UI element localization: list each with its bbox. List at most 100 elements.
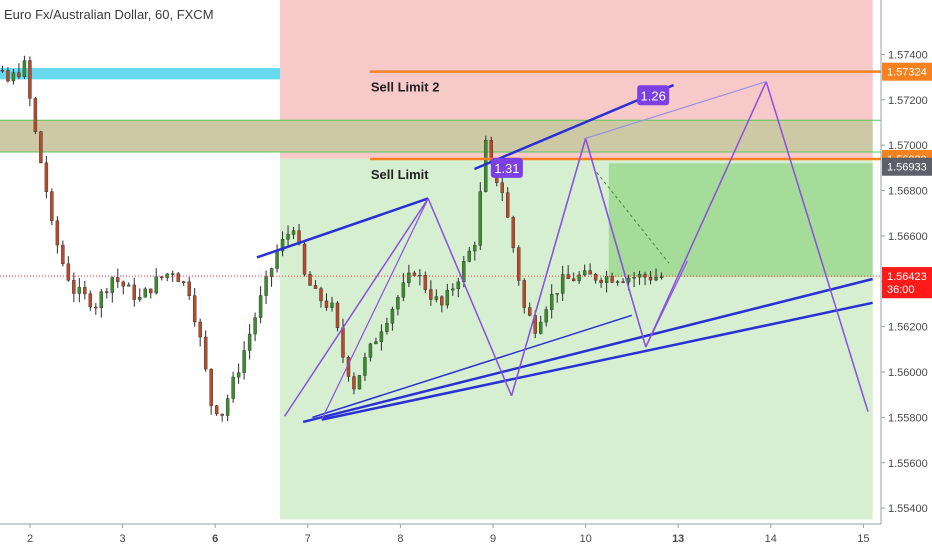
candle-body bbox=[77, 287, 82, 294]
candle-body bbox=[571, 278, 576, 282]
candle-body bbox=[242, 350, 246, 373]
candle-body bbox=[549, 293, 554, 310]
ratio-badge-2 bbox=[490, 157, 523, 178]
candle-body bbox=[83, 287, 87, 294]
candle-body bbox=[385, 323, 389, 332]
candle-body bbox=[407, 272, 411, 284]
channel-upper-left bbox=[256, 197, 429, 259]
candle-body bbox=[313, 285, 318, 289]
candle-body bbox=[6, 70, 10, 82]
candle-body bbox=[434, 296, 439, 300]
candle-body bbox=[99, 291, 104, 309]
candle-body bbox=[225, 398, 230, 416]
pattern-leg-6 bbox=[765, 81, 869, 412]
candle-body bbox=[55, 220, 60, 246]
candle-body bbox=[621, 281, 625, 283]
candle-body bbox=[374, 341, 378, 345]
price-tag-5 bbox=[882, 280, 932, 299]
candle-body bbox=[181, 281, 186, 283]
candle-body bbox=[187, 281, 191, 296]
pattern-leg-2 bbox=[427, 198, 513, 397]
time-axis[interactable]: 2 3 6 7 8 9 10 13 14 15 bbox=[0, 523, 932, 550]
candle-body bbox=[258, 295, 263, 318]
candle-body bbox=[280, 239, 285, 252]
candle-body bbox=[192, 295, 197, 323]
time-tick-label: 6 bbox=[212, 533, 218, 545]
price-tick-label: 1.56000 bbox=[888, 367, 928, 379]
candle-body bbox=[390, 308, 395, 324]
zone-dark-green bbox=[608, 163, 873, 277]
price-tick-label: 1.55800 bbox=[888, 412, 928, 424]
candle-body bbox=[160, 276, 164, 278]
ratio-label-1: 1.26 bbox=[641, 88, 666, 103]
candle-body bbox=[170, 273, 175, 275]
candle-body bbox=[61, 244, 65, 265]
pattern-inner-4 bbox=[645, 260, 689, 348]
price-tag-3 bbox=[882, 157, 932, 176]
candle-body bbox=[33, 98, 38, 132]
projection-dashed bbox=[596, 172, 670, 264]
candle-body bbox=[654, 277, 658, 281]
candle-body bbox=[72, 280, 76, 294]
candle-body bbox=[17, 72, 21, 77]
candle-body bbox=[566, 274, 570, 280]
candle-body bbox=[396, 297, 400, 310]
candle-body bbox=[330, 302, 334, 308]
candle-body bbox=[544, 309, 548, 323]
candle-body bbox=[412, 272, 417, 276]
price-tag-label-3: 1.56933 bbox=[887, 162, 927, 174]
candle-body bbox=[39, 131, 43, 164]
candle-body bbox=[352, 376, 356, 390]
candle-body bbox=[473, 245, 477, 252]
candle-body bbox=[247, 333, 252, 351]
candle-body bbox=[214, 405, 219, 415]
time-tick-label: 15 bbox=[857, 533, 869, 545]
candle-body bbox=[236, 372, 241, 378]
price-tick-label: 1.55600 bbox=[888, 458, 928, 470]
price-tick-label: 1.56600 bbox=[888, 231, 928, 243]
candle-body bbox=[198, 321, 202, 338]
candle-body bbox=[632, 277, 636, 279]
pattern-inner-2 bbox=[510, 138, 587, 397]
candle-body bbox=[116, 277, 120, 283]
price-tick-label: 1.57000 bbox=[888, 140, 928, 152]
time-tick-label: 2 bbox=[27, 533, 33, 545]
candle-body bbox=[286, 234, 290, 240]
candle-body bbox=[538, 321, 543, 334]
candle-body bbox=[302, 243, 307, 275]
candle-body bbox=[577, 274, 581, 282]
price-tag-label-4: 1.56423 bbox=[887, 271, 927, 283]
candle-body bbox=[593, 274, 598, 281]
time-tick-label: 13 bbox=[672, 533, 684, 545]
price-axis[interactable]: 1.57400 1.57200 1.57000 1.56800 1.56600 1.564… bbox=[880, 0, 932, 550]
candle-body bbox=[528, 307, 532, 316]
candle-body bbox=[517, 247, 521, 281]
candle-body bbox=[22, 60, 27, 77]
time-tick-label: 3 bbox=[120, 533, 126, 545]
candle-body bbox=[11, 72, 16, 82]
time-tick-label: 14 bbox=[765, 533, 777, 545]
pattern-leg-5 bbox=[645, 81, 767, 348]
candle-body bbox=[44, 162, 49, 192]
time-tick-label: 10 bbox=[579, 533, 591, 545]
time-axis-bg bbox=[0, 524, 932, 550]
price-tag-1 bbox=[882, 62, 932, 81]
price-tag-label-1: 1.57324 bbox=[887, 67, 927, 79]
candle-body bbox=[379, 331, 384, 342]
time-tick-label: 8 bbox=[397, 533, 403, 545]
price-tick-label: 1.55400 bbox=[888, 503, 928, 515]
price-tag-label-5: 36:00 bbox=[887, 284, 915, 296]
candle-body bbox=[440, 296, 444, 306]
candle-body bbox=[143, 288, 147, 298]
candle-body bbox=[291, 230, 296, 235]
candle-body bbox=[423, 275, 428, 290]
candle-body bbox=[418, 275, 422, 277]
ratio-label-2: 1.31 bbox=[494, 161, 519, 176]
pattern-top-link bbox=[585, 81, 767, 139]
candle-body bbox=[0, 70, 5, 72]
candle-body bbox=[401, 282, 406, 298]
candle-body bbox=[132, 284, 136, 300]
candle-body bbox=[341, 327, 345, 358]
candle-body bbox=[478, 191, 482, 246]
candle-body bbox=[429, 289, 433, 300]
